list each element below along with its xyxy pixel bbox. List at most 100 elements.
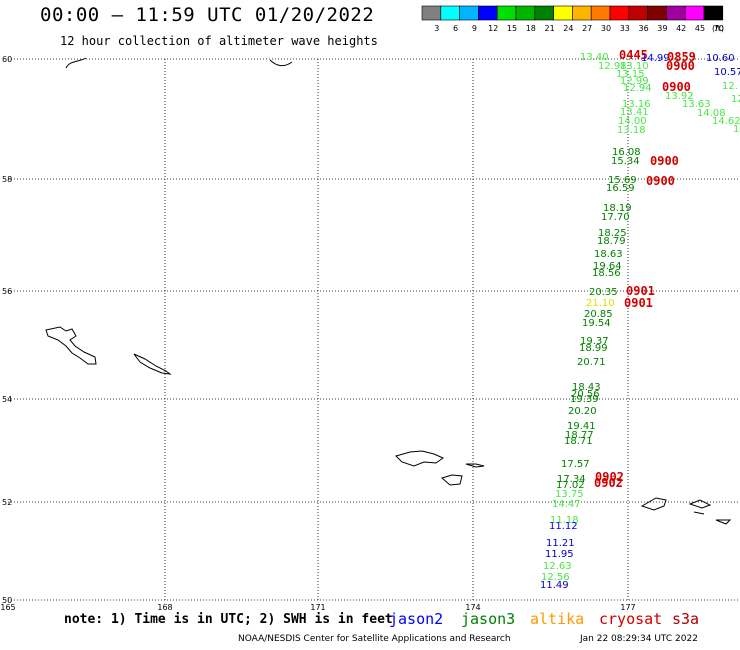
legend-swatch-24 — [553, 5, 573, 21]
map-subtitle: 12 hour collection of altimeter wave hei… — [60, 34, 378, 48]
obs-wave-height: 19.41 — [567, 421, 596, 432]
obs-wave-height: 20.56 — [571, 389, 600, 400]
lat-label-50: 50 — [2, 596, 12, 605]
satellite-label-s3a: s3a — [672, 610, 700, 628]
obs-wave-height: 19.39 — [570, 394, 599, 405]
obs-wave-height: 15.69 — [608, 175, 637, 186]
obs-time-label: 0902 — [594, 476, 623, 490]
lat-label-54: 54 — [2, 395, 12, 404]
legend-label-39: 39 — [657, 24, 667, 33]
obs-wave-height: 18.43 — [572, 382, 601, 393]
satellite-label-jason2: jason2 — [389, 610, 444, 628]
obs-wave-height: 16.08 — [612, 147, 641, 158]
obs-wave-height: 17.34 — [557, 474, 586, 485]
legend-label-12: 12 — [488, 24, 498, 33]
island-near-4 — [715, 519, 732, 525]
lon-label-168: 168 — [157, 603, 172, 612]
legend-swatch-70 — [703, 5, 724, 21]
legend-label-36: 36 — [639, 24, 649, 33]
lon-label-177: 177 — [620, 603, 635, 612]
obs-wave-height: 11.18 — [550, 515, 579, 526]
legend-label-45: 45 — [695, 24, 705, 33]
obs-wave-height: 11.95 — [545, 549, 574, 560]
legend-swatch-33 — [609, 5, 630, 21]
obs-wave-height: 13.10 — [620, 61, 649, 72]
obs-wave-height: 20.35 — [589, 287, 618, 298]
legend-swatch-45 — [684, 5, 705, 21]
legend-label-24: 24 — [563, 24, 573, 33]
legend-swatch-15 — [496, 5, 517, 21]
legend-swatch-12 — [478, 5, 498, 21]
obs-wave-height: 10.60 — [706, 53, 735, 64]
obs-wave-height: 13.63 — [682, 99, 711, 110]
obs-wave-height: 12.99 — [620, 76, 649, 87]
legend-label-18: 18 — [526, 24, 536, 33]
obs-wave-height: 12.63 — [543, 561, 572, 572]
obs-wave-height: 18.71 — [564, 436, 593, 447]
legend-swatch-30 — [590, 5, 611, 21]
obs-wave-height: 14.99 — [641, 53, 670, 64]
obs-wave-height: 18.25 — [598, 228, 627, 239]
legend-label-70: 70 — [714, 24, 724, 33]
obs-wave-height: 20.71 — [577, 357, 606, 368]
legend-label-42: 42 — [676, 24, 686, 33]
lat-label-56: 56 — [2, 287, 12, 296]
obs-wave-height: 19.54 — [582, 318, 611, 329]
obs-wave-height: 14 — [733, 124, 740, 135]
obs-wave-height: 21.10 — [586, 298, 615, 309]
map-title: 00:00 – 11:59 UTC 01/20/2022 — [40, 4, 375, 26]
color-legend: 3 6 9 12 15 18 21 24 27 30 33 36 39 42 45 70(ft) — [421, 5, 724, 33]
obs-time-label: 0445 — [619, 48, 648, 62]
obs-wave-height: 14.47 — [552, 499, 581, 510]
obs-wave-height: 14.62 — [712, 116, 740, 127]
obs-wave-height: 13.92 — [665, 91, 694, 102]
legend-label-3: 3 — [434, 24, 439, 33]
lon-label-174: 174 — [465, 603, 480, 612]
island-adak-1 — [395, 450, 445, 467]
obs-time-label: 0859 — [667, 50, 696, 64]
obs-wave-height: 18.99 — [579, 343, 608, 354]
obs-time-label: 0900 — [662, 80, 691, 94]
obs-time-label: 0900 — [650, 154, 679, 168]
legend-swatch-18 — [515, 5, 536, 21]
legend-swatch-42 — [666, 5, 686, 21]
obs-wave-height: 20.85 — [584, 309, 613, 320]
obs-time-label: 0901 — [626, 284, 655, 298]
obs-wave-height: 13.40 — [580, 52, 609, 63]
grid-lines — [8, 58, 740, 601]
legend-swatch-3 — [421, 5, 442, 21]
island-near-1 — [640, 497, 667, 511]
obs-wave-height: 12.56 — [541, 572, 570, 583]
footer-note: note: 1) Time is in UTC; 2) SWH is in fe… — [64, 612, 393, 627]
credit-text: NOAA/NESDIS Center for Satellite Applica… — [238, 634, 511, 644]
legend-swatch-9 — [459, 5, 479, 21]
legend-label-33: 33 — [620, 24, 630, 33]
obs-wave-height: 18.56 — [592, 268, 621, 279]
legend-swatch-27 — [572, 5, 592, 21]
legend-label-21: 21 — [545, 24, 555, 33]
legend-label-27: 27 — [582, 24, 592, 33]
obs-wave-height: 12 — [731, 94, 740, 105]
satellite-label-jason3: jason3 — [461, 610, 516, 628]
obs-wave-height: 18.79 — [597, 236, 626, 247]
lat-label-60: 60 — [2, 55, 12, 64]
lat-label-58: 58 — [2, 175, 12, 184]
obs-time-label: 0900 — [646, 174, 675, 188]
obs-wave-height: 13.15 — [616, 69, 645, 80]
island-adak-2 — [465, 463, 485, 468]
legend-label-9: 9 — [472, 24, 477, 33]
obs-wave-height: 17.02 — [556, 480, 585, 491]
island-near-2 — [688, 499, 712, 509]
obs-wave-height: 14.08 — [697, 108, 726, 119]
obs-wave-height: 14.00 — [618, 116, 647, 127]
obs-wave-height: 18.63 — [594, 249, 623, 260]
obs-wave-height: 12.94 — [623, 83, 652, 94]
obs-wave-height: 11.49 — [540, 580, 569, 591]
obs-time-label: 0901 — [624, 296, 653, 310]
obs-wave-height: 13.16 — [622, 99, 651, 110]
legend-label-15: 15 — [507, 24, 517, 33]
island-st-matthew — [45, 326, 97, 365]
